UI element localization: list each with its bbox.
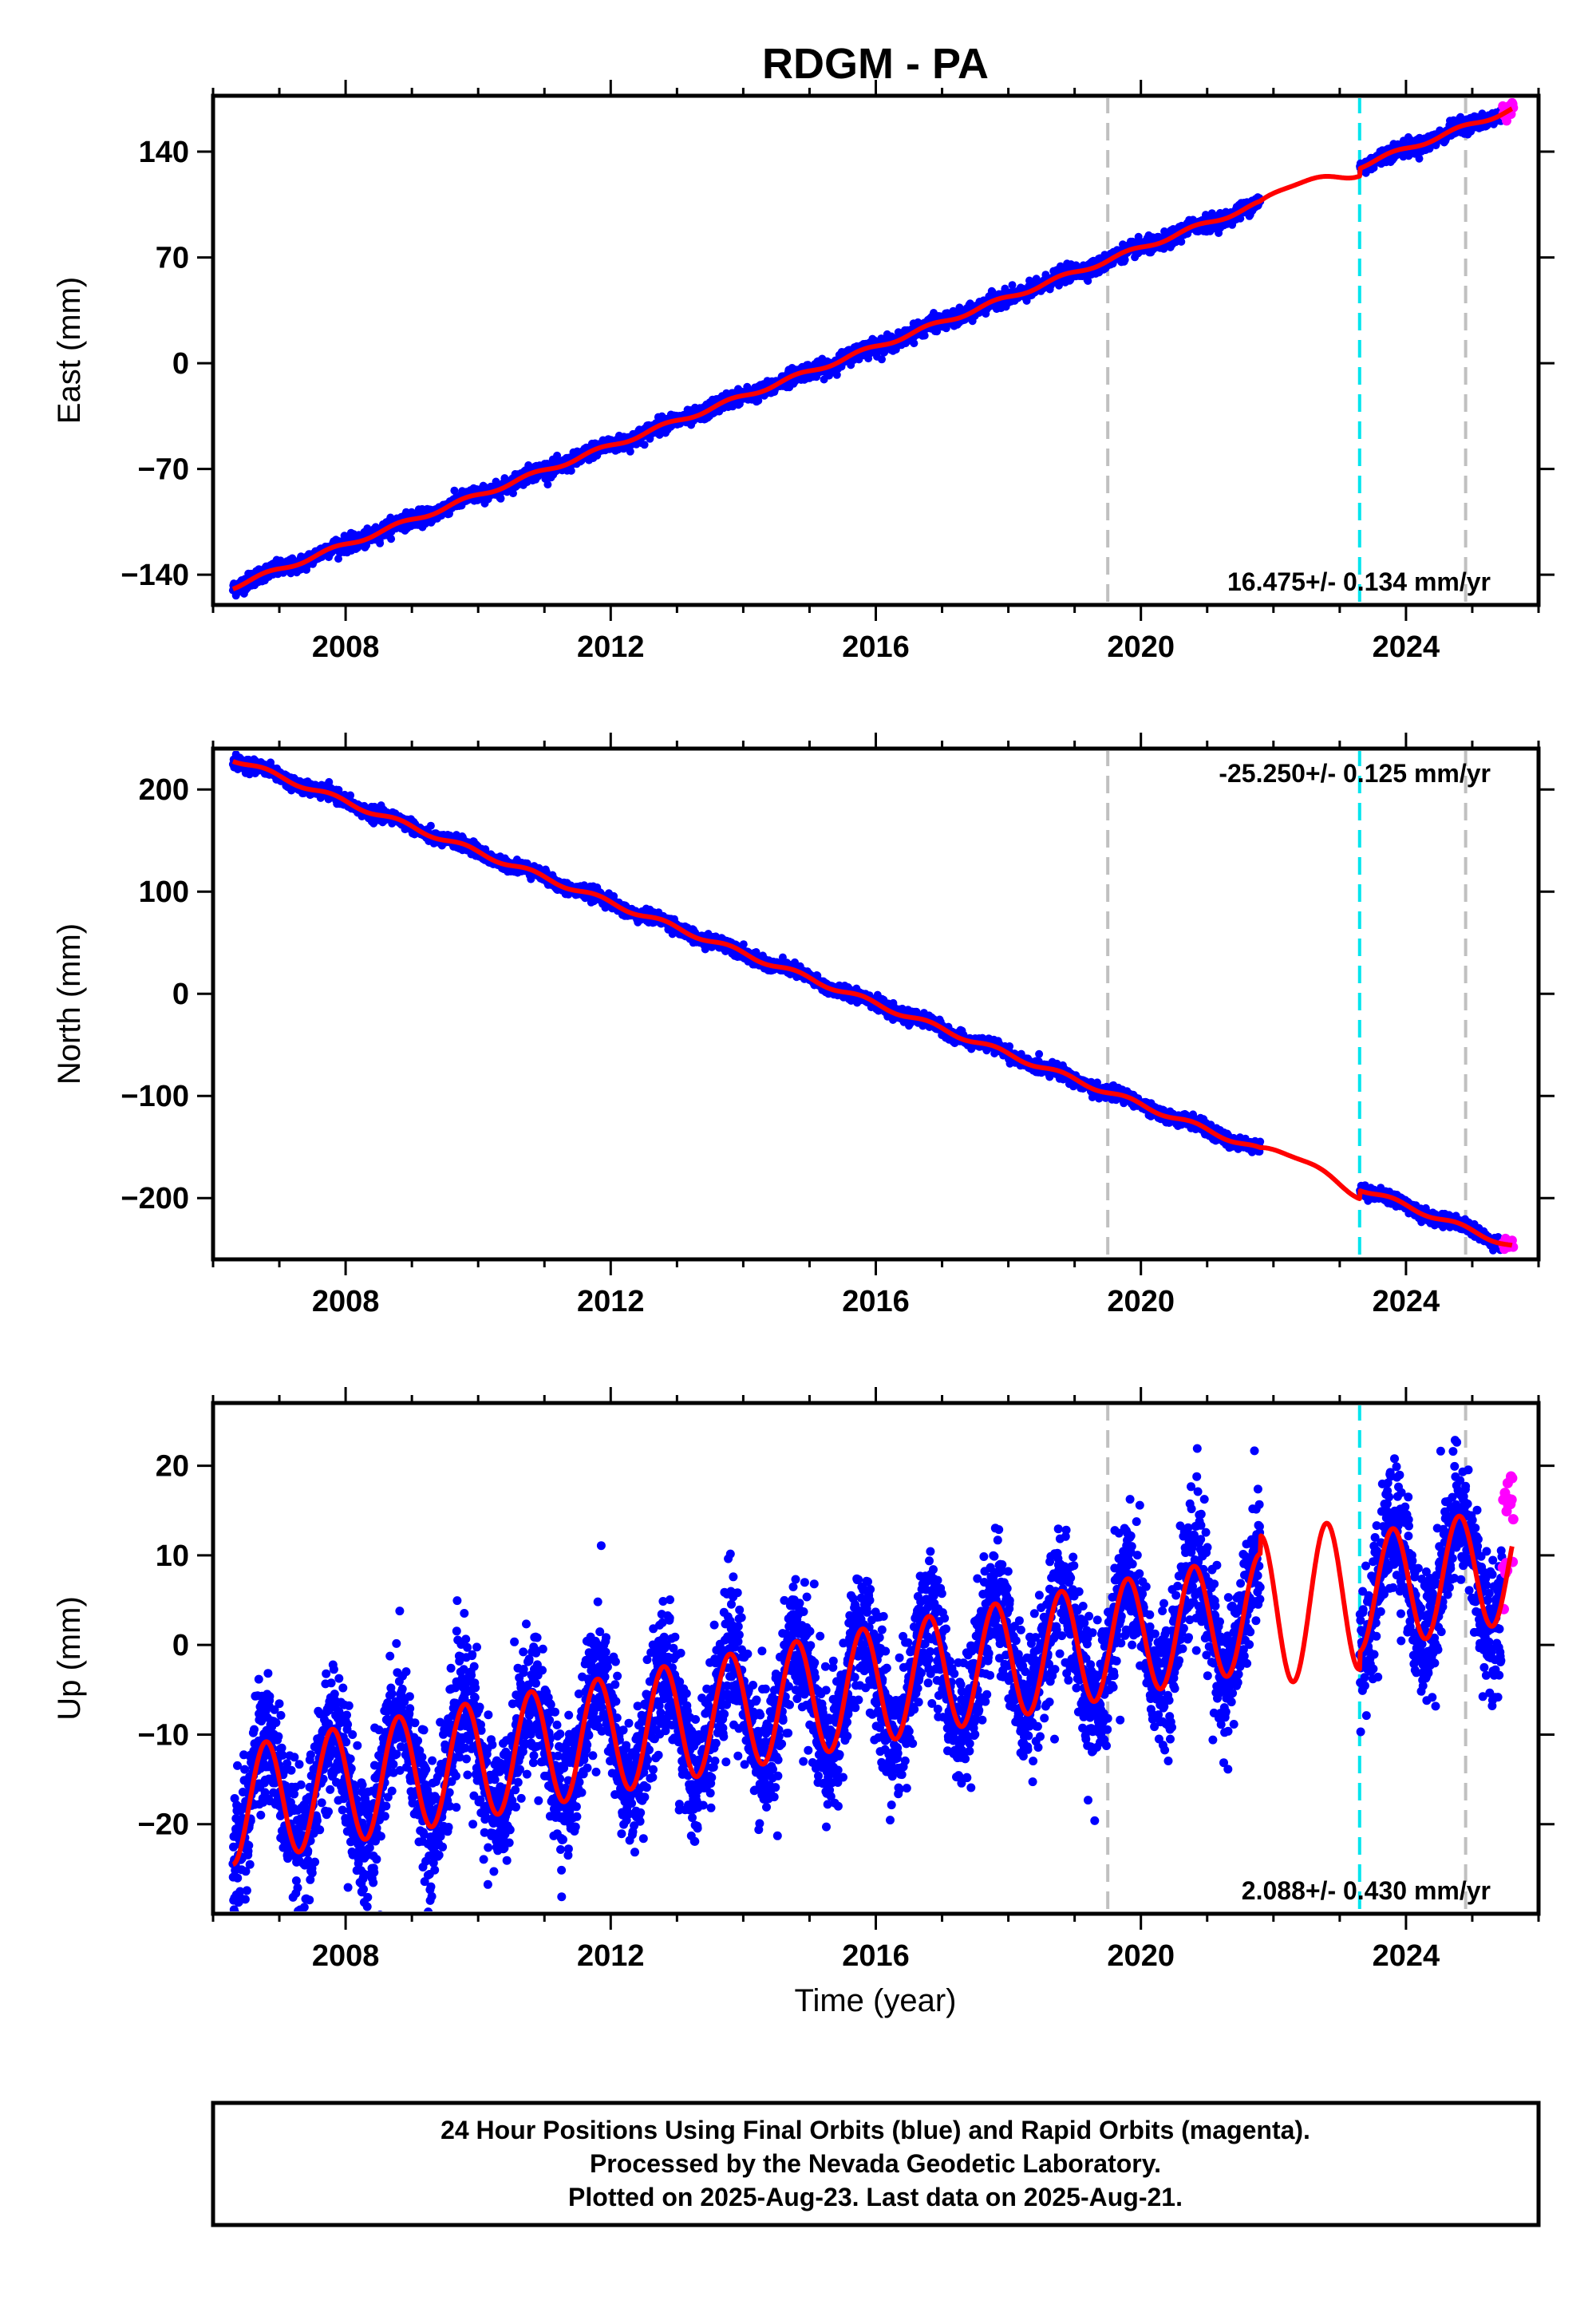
east-final-point (920, 331, 929, 340)
north-y-tick-label: −100 (120, 1080, 189, 1113)
east-y-tick-label: −70 (138, 453, 189, 487)
north-x-tick-label: 2012 (577, 1285, 645, 1318)
east-final-point (1415, 154, 1424, 163)
north-x-tick-label: 2024 (1373, 1285, 1440, 1318)
east-final-point (567, 466, 575, 475)
north-data (228, 751, 1519, 1257)
east-x-tick-label: 2008 (312, 630, 380, 664)
east-panel: −140 −70 0 70 140 2008 2012 2016 2020 2024 East (m… (52, 80, 1555, 664)
north-y-tick-label: −200 (120, 1182, 189, 1215)
east-final-point (1177, 237, 1186, 246)
east-y-tick-label: 140 (139, 136, 189, 169)
east-final-point (387, 535, 396, 543)
north-panel: −200 −100 0 100 200 2008 2012 2016 2020 2024 North… (52, 733, 1555, 1318)
east-y-axis-label: East (mm) (52, 277, 87, 424)
east-final-point (376, 539, 385, 547)
north-x-tick-label: 2020 (1107, 1285, 1175, 1318)
north-y-axis-label: North (mm) (52, 923, 87, 1085)
north-y-tick-label: 200 (139, 773, 189, 807)
east-final-point (543, 480, 552, 489)
east-model-line (231, 106, 1514, 591)
east-y-tick-label: −140 (120, 559, 189, 592)
east-x-tick-label: 2012 (577, 630, 645, 664)
north-x-tick-label: 2008 (312, 1285, 380, 1318)
east-final-point (553, 451, 562, 460)
east-x-tick-label: 2020 (1107, 630, 1175, 664)
east-final-point (496, 494, 505, 503)
east-x-tick-label: 2024 (1373, 630, 1440, 664)
east-final-point (878, 355, 886, 364)
east-final-point (363, 524, 372, 533)
north-final-point (426, 821, 435, 830)
east-y-tick-label: 70 (156, 242, 189, 275)
east-y-tick-label: 0 (172, 347, 189, 381)
east-x-tick-label: 2016 (842, 630, 910, 664)
north-x-tick-label: 2016 (842, 1285, 910, 1318)
north-y-tick-label: 0 (172, 978, 189, 1011)
east-rate-label: 16.475+/- 0.134 mm/yr (1227, 567, 1491, 596)
north-final-series (228, 751, 1507, 1255)
north-final-point (346, 791, 355, 800)
north-y-tick-label: 100 (139, 875, 189, 909)
east-final-point (640, 441, 649, 449)
east-data (228, 98, 1519, 603)
east-final-point (910, 339, 918, 348)
east-final-point (450, 486, 459, 495)
